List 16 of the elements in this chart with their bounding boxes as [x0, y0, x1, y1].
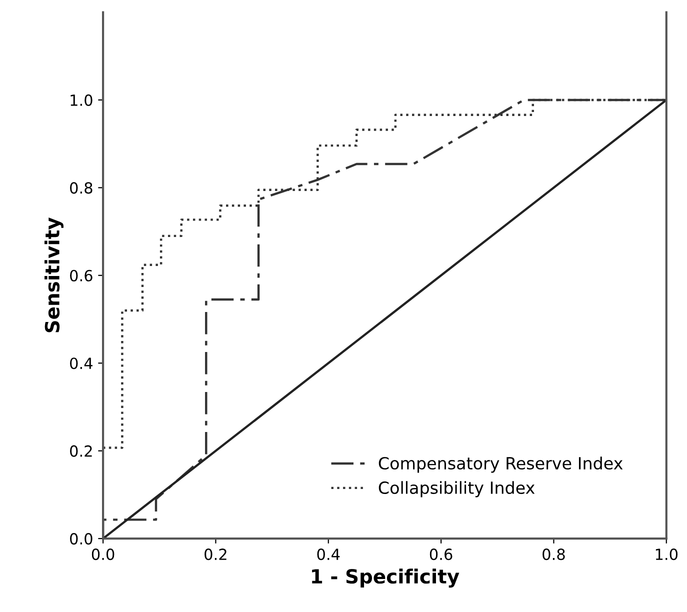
y-tick-label: 0.4	[70, 358, 92, 370]
x-tick-label: 0.6	[430, 548, 452, 560]
legend-label: Collapsibility Index	[378, 481, 535, 498]
x-tick-label: 0.8	[542, 548, 565, 560]
x-tick-label: 0.4	[317, 548, 340, 560]
x-tick-label: 1.0	[656, 548, 678, 560]
x-tick-label: 0.2	[204, 548, 226, 560]
y-tick-label: 0.6	[70, 270, 92, 282]
y-tick-label: 0.8	[70, 182, 92, 194]
y-tick-label: 0.0	[70, 533, 92, 545]
legend-label: Compensatory Reserve Index	[378, 456, 623, 473]
x-axis-title: 1 - Specificity	[312, 568, 460, 588]
y-tick-label: 0.2	[70, 445, 92, 457]
y-tick-label: 1.0	[70, 94, 92, 106]
x-tick-label: 0.0	[92, 548, 114, 560]
y-axis-title: Sensitivity	[44, 217, 64, 332]
